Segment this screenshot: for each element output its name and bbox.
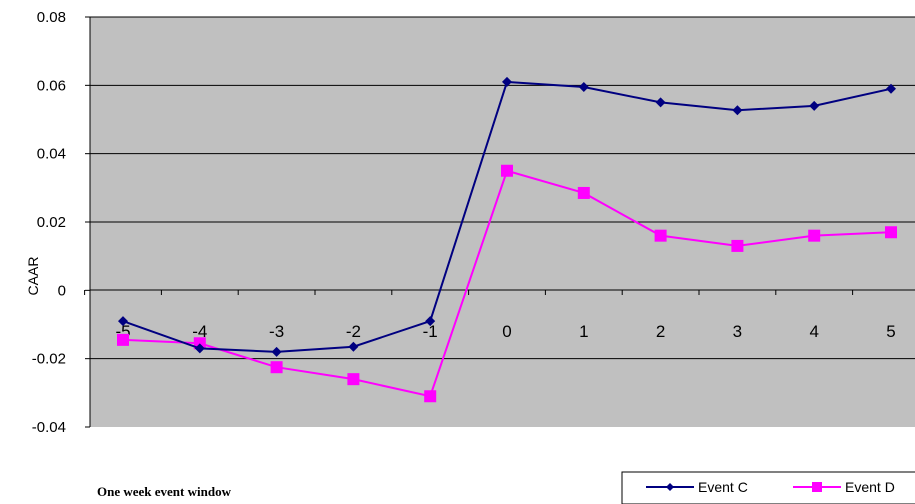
data-point bbox=[809, 100, 820, 111]
y-tick-label: -0.02 bbox=[32, 351, 66, 368]
y-tick-label: 0 bbox=[58, 282, 66, 299]
series-layer bbox=[117, 76, 897, 403]
y-tick-label: -0.04 bbox=[32, 419, 66, 436]
data-point bbox=[501, 164, 513, 177]
data-point bbox=[194, 343, 205, 354]
x-tick-label: -1 bbox=[423, 322, 438, 341]
data-point bbox=[886, 83, 896, 94]
legend-entry: Event C bbox=[646, 479, 748, 495]
legend-label: Event D bbox=[845, 479, 895, 495]
series-event-d bbox=[117, 164, 897, 403]
legend: Event C Event D bbox=[621, 471, 915, 504]
x-tick-label: 2 bbox=[656, 322, 665, 341]
data-point bbox=[424, 390, 437, 403]
x-tick-label: 3 bbox=[733, 322, 742, 341]
data-point bbox=[731, 239, 744, 252]
legend-marker bbox=[812, 482, 822, 492]
data-point bbox=[347, 373, 360, 386]
x-axis-ticks: -5 -4 -3 -2 -1 0 1 2 3 4 5 bbox=[84, 290, 896, 341]
data-point bbox=[578, 82, 589, 93]
y-tick-label: 0.08 bbox=[37, 9, 66, 26]
y-tick-label: 0.06 bbox=[37, 77, 66, 94]
legend-label: Event C bbox=[698, 479, 748, 495]
data-point bbox=[577, 186, 590, 199]
data-point bbox=[732, 105, 743, 116]
x-tick-label: -4 bbox=[192, 322, 207, 341]
x-tick-label: 0 bbox=[502, 322, 511, 341]
x-tick-label: -2 bbox=[346, 322, 361, 341]
legend-marker bbox=[666, 483, 674, 491]
x-tick-label: 1 bbox=[579, 322, 588, 341]
data-point bbox=[118, 316, 128, 327]
data-point bbox=[502, 76, 512, 87]
y-tick-label: 0.04 bbox=[37, 146, 66, 163]
y-tick-label: 0.02 bbox=[37, 214, 66, 231]
data-point bbox=[271, 346, 282, 357]
x-tick-label: 5 bbox=[886, 322, 895, 341]
x-tick-label: 4 bbox=[809, 322, 818, 341]
data-point bbox=[654, 229, 667, 242]
y-axis-ticks: 0.08 0.06 0.04 0.02 0 -0.02 -0.04 bbox=[32, 9, 90, 436]
y-axis-label: CAAR bbox=[25, 257, 41, 296]
series-event-c bbox=[118, 76, 896, 357]
legend-entry: Event D bbox=[793, 479, 895, 495]
data-point bbox=[655, 97, 666, 108]
x-tick-label: -3 bbox=[269, 322, 284, 341]
gridlines bbox=[90, 16, 915, 360]
data-point bbox=[270, 361, 283, 374]
data-point bbox=[425, 316, 436, 327]
data-point bbox=[808, 229, 821, 242]
data-point bbox=[348, 341, 359, 352]
data-point bbox=[117, 333, 129, 346]
x-axis-label: One week event window bbox=[97, 484, 232, 499]
data-point bbox=[885, 226, 897, 239]
